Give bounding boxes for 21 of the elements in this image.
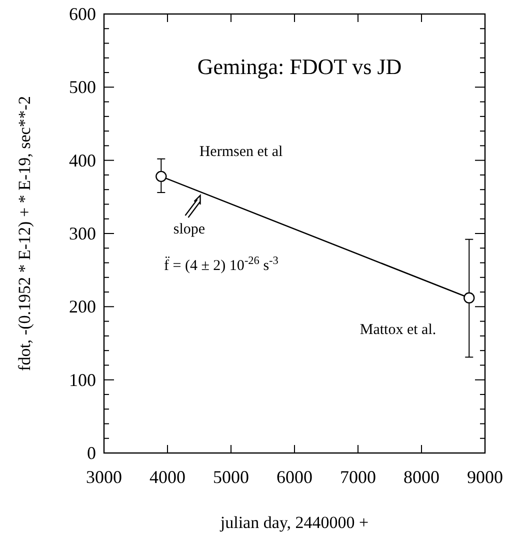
y-tick-label: 300: [69, 224, 96, 244]
y-tick-label: 500: [69, 77, 96, 98]
text: Geminga: FDOT vs JD: [197, 54, 402, 79]
annotation: Mattox et al.: [360, 322, 436, 338]
y-tick-label: 600: [69, 4, 96, 24]
x-tick-label: 4000: [150, 467, 186, 487]
y-tick-label: 400: [69, 150, 96, 170]
x-tick-label: 5000: [213, 467, 249, 487]
annotation: f̈ = (4 ± 2) 10$^{-26}$ s$^{-3}$: [164, 255, 279, 274]
annotation: Hermsen et al: [199, 144, 283, 160]
annotation: slope: [173, 221, 206, 238]
y-tick-label: 200: [69, 296, 96, 317]
x-tick-label: 7000: [340, 467, 376, 487]
x-tick-label: 3000: [86, 467, 122, 487]
y-tick-label: 100: [69, 370, 96, 390]
x-axis-title: julian day, 2440000 +: [219, 513, 369, 532]
x-tick-label: 9000: [467, 467, 503, 487]
x-tick-label: 8000: [404, 467, 440, 487]
y-tick-label: 0: [87, 443, 96, 463]
y-axis-title: fdot, -(0.1952 * E-12) + * E-19, sec**-2: [15, 96, 34, 371]
x-tick-label: 6000: [276, 467, 312, 487]
